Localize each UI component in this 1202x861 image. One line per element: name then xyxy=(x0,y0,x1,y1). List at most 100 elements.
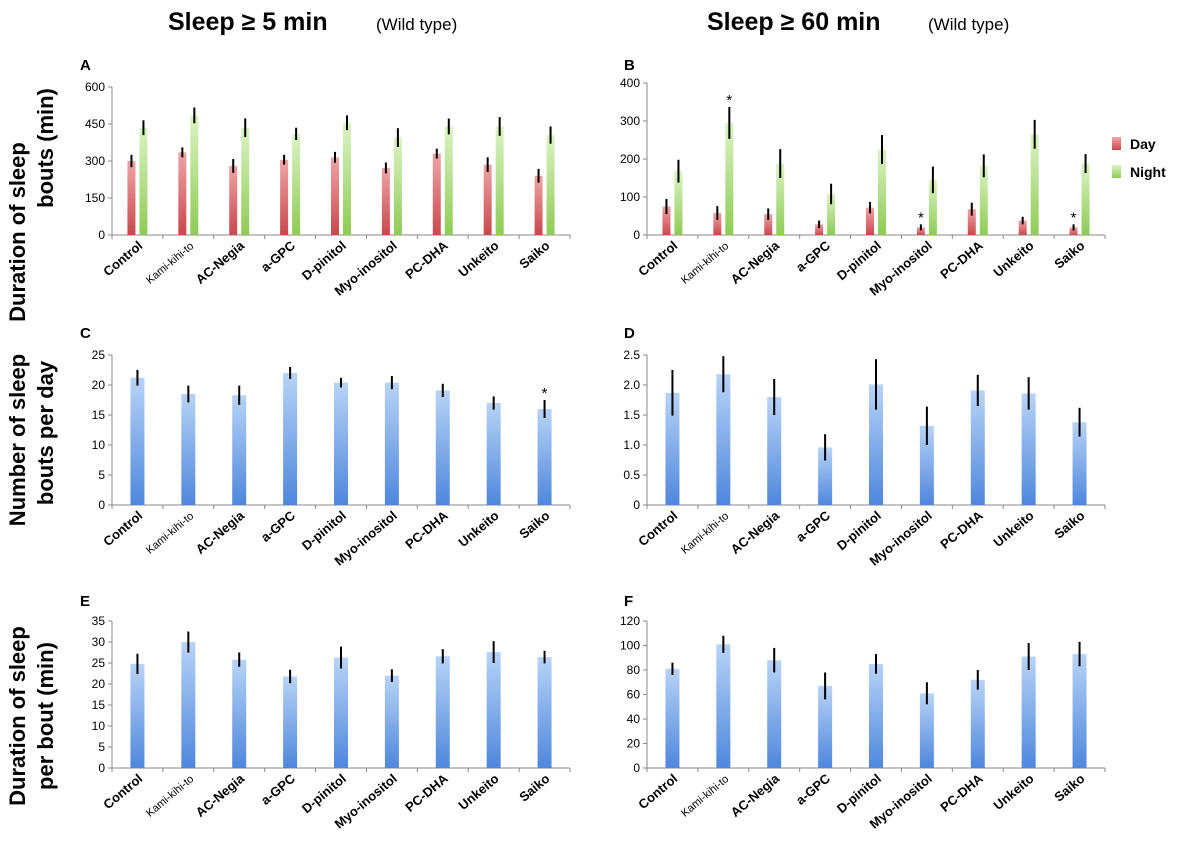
x-category-label: Unkeito xyxy=(990,508,1036,550)
significance-star: * xyxy=(542,385,548,402)
bar-sleep-bouts xyxy=(1072,422,1087,505)
panel-letter: C xyxy=(80,325,91,342)
x-category-label: Control xyxy=(100,771,145,812)
x-category-label: PC-DHA xyxy=(937,507,986,551)
bar-day xyxy=(662,206,671,235)
legend-day-label: Day xyxy=(1130,136,1156,152)
bar-day xyxy=(1018,220,1027,235)
x-category-label: Kami-kihi-to xyxy=(679,773,731,820)
bar-sleep-bouts xyxy=(869,384,883,505)
bar-day xyxy=(127,161,136,235)
panel-f: F 0 20 40 60 80 100 120 ControlKami-kihi-toAC-Ne… xyxy=(620,593,1106,832)
row-label-line-2: bouts (min) xyxy=(33,88,58,208)
y-tick-label: 600 xyxy=(85,80,105,94)
bar-night xyxy=(292,133,301,235)
y-tick-label: 20 xyxy=(92,378,106,392)
y-tick-label: 0 xyxy=(633,498,640,512)
x-category-label: Saiko xyxy=(1051,238,1087,272)
bar-sleep-bouts xyxy=(818,447,833,505)
x-category-label: AC-Negia xyxy=(728,507,783,557)
panel-e: E 0 5 10 15 20 25 30 35 ControlKami-kihi-toAC-Neg… xyxy=(80,593,571,832)
bar-duration-per-bout xyxy=(716,644,731,768)
column-title-right: Sleep ≥ 60 min xyxy=(707,8,881,36)
bar-sleep-bouts xyxy=(919,425,934,505)
y-tick-label: 0 xyxy=(633,228,640,242)
significance-star: * xyxy=(726,92,732,109)
panel-d: D 0 0.5 1.0 1.5 2.0 2.5 ControlKami-kihi-toAC-N… xyxy=(623,325,1106,569)
bar-day xyxy=(764,214,773,235)
x-category-label: a-GPC xyxy=(793,237,834,274)
y-tick-label: 1.0 xyxy=(623,438,640,452)
y-tick-label: 35 xyxy=(92,614,106,628)
y-tick-label: 40 xyxy=(627,712,641,726)
bar-night xyxy=(241,127,250,235)
row-label-number-of-sleep-bouts: Number of sleep bouts per day xyxy=(5,354,58,526)
x-category-label: D-pinitol xyxy=(299,238,349,283)
y-tick-label: 0 xyxy=(633,761,640,775)
x-category-label: Saiko xyxy=(1051,508,1087,542)
x-category-label: Kami-kihi-to xyxy=(144,240,196,287)
bar-duration-per-bout xyxy=(919,693,934,768)
x-category-label: Control xyxy=(100,238,145,279)
x-category-label: AC-Negia xyxy=(193,507,248,557)
bar-day xyxy=(967,209,976,235)
y-tick-label: 300 xyxy=(620,114,640,128)
row-label-line-2: bouts per day xyxy=(33,360,58,505)
y-tick-label: 10 xyxy=(92,438,106,452)
row-label-line-2: per bout (min) xyxy=(33,642,58,790)
x-category-label: AC-Negia xyxy=(728,237,783,287)
panel-letter: F xyxy=(624,593,633,610)
x-category-label: PC-DHA xyxy=(402,507,451,551)
x-category-label: Saiko xyxy=(1051,771,1087,805)
bar-duration-per-bout xyxy=(1072,654,1087,768)
x-category-label: a-GPC xyxy=(793,507,834,544)
bar-day xyxy=(178,152,187,235)
panel-b: B 0 100 200 300 400 * * * ControlKami-kihi-toAC-N… xyxy=(620,57,1106,299)
x-category-label: Unkeito xyxy=(455,508,501,550)
y-tick-label: 25 xyxy=(92,348,106,362)
bar-duration-per-bout xyxy=(818,685,833,768)
panel-letter: D xyxy=(624,325,635,342)
bar-night xyxy=(674,171,683,235)
bar-day xyxy=(483,164,492,235)
x-category-label: a-GPC xyxy=(258,770,299,807)
x-category-label: Control xyxy=(100,508,145,549)
bar-sleep-bouts xyxy=(716,374,731,505)
x-category-label: Kami-kihi-to xyxy=(144,510,196,557)
bar-sleep-bouts xyxy=(130,377,145,505)
bar-day xyxy=(229,165,238,235)
bar-day xyxy=(280,159,289,235)
y-tick-label: 20 xyxy=(627,737,641,751)
y-tick-label: 0.5 xyxy=(623,468,640,482)
y-tick-label: 100 xyxy=(620,190,640,204)
x-category-label: Saiko xyxy=(516,238,552,272)
x-category-label: Unkeito xyxy=(990,238,1036,280)
panel-letter: E xyxy=(80,593,90,610)
x-category-label: a-GPC xyxy=(258,237,299,274)
x-category-label: Control xyxy=(635,771,680,812)
x-category-label: PC-DHA xyxy=(402,237,451,281)
bar-night xyxy=(393,137,402,235)
bar-day xyxy=(1069,227,1078,235)
bar-night xyxy=(776,163,785,235)
x-category-label: a-GPC xyxy=(258,507,299,544)
y-tick-label: 2.0 xyxy=(623,378,640,392)
significance-star: * xyxy=(1071,209,1077,226)
bar-night xyxy=(343,122,351,235)
column-subtitle-left: (Wild type) xyxy=(376,15,457,34)
row-label-line-1: Duration of sleep xyxy=(5,626,30,806)
bar-duration-per-bout xyxy=(767,660,782,768)
bar-day xyxy=(331,157,339,235)
x-category-label: D-pinitol xyxy=(299,508,349,553)
bar-sleep-bouts xyxy=(486,403,501,505)
bar-day xyxy=(432,153,441,235)
y-tick-label: 60 xyxy=(627,688,641,702)
y-tick-label: 450 xyxy=(85,117,105,131)
y-tick-label: 400 xyxy=(620,76,640,90)
bar-duration-per-bout xyxy=(1021,656,1036,768)
x-category-label: D-pinitol xyxy=(834,238,884,283)
y-tick-label: 120 xyxy=(620,614,640,628)
x-category-label: Unkeito xyxy=(455,238,501,280)
x-category-label: Unkeito xyxy=(990,771,1036,813)
